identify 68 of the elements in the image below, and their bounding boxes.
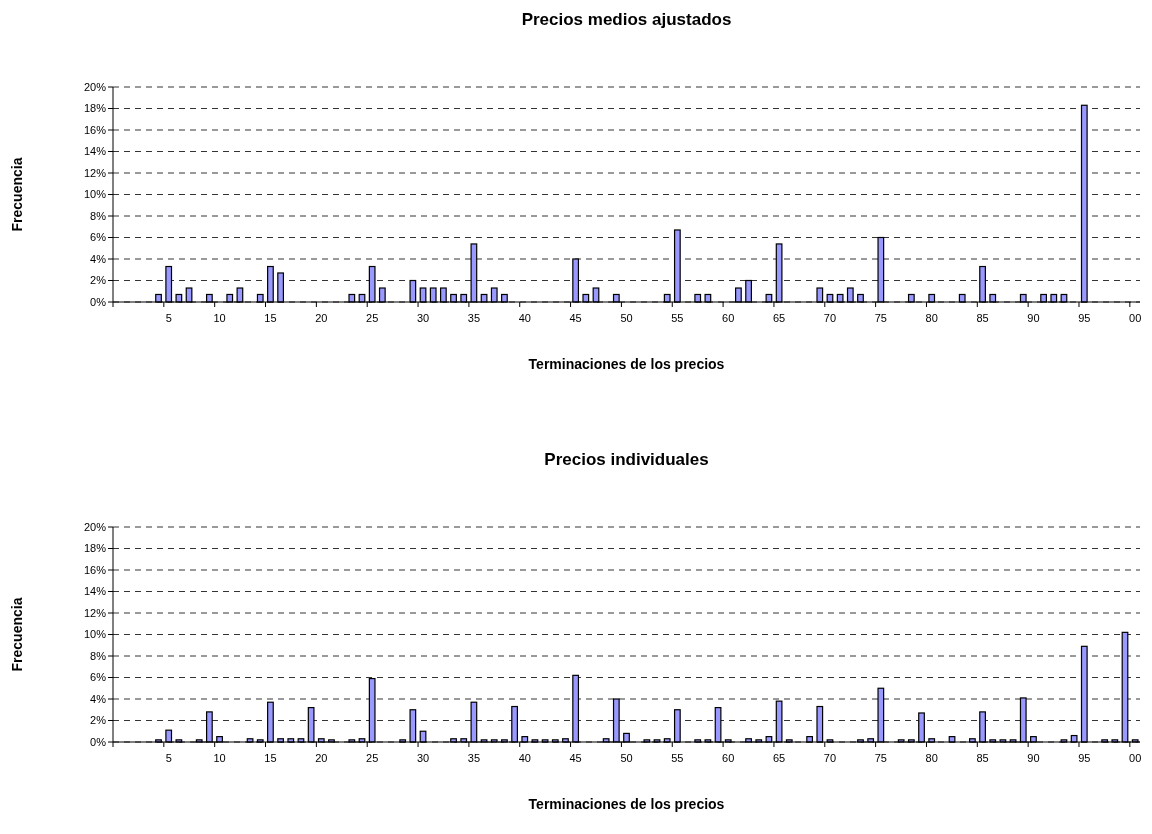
x-tick-label: 35	[467, 312, 481, 324]
y-tick-label: 4%	[90, 252, 107, 265]
x-tick-label: 25	[366, 312, 379, 324]
y-tick-label: 14%	[83, 585, 107, 598]
x-tick-label: 40	[518, 752, 531, 764]
x-tick-label: 85	[976, 312, 989, 324]
x-tick-label: 65	[772, 312, 786, 324]
x-tick-label: 75	[874, 312, 887, 324]
y-tick-label: 10%	[83, 188, 107, 201]
y-tick-label: 20%	[83, 520, 107, 533]
x-tick-label: 40	[518, 312, 531, 324]
x-tick-label: 80	[925, 752, 938, 764]
x-tick-label: 70	[823, 312, 837, 324]
y-tick-label: 12%	[83, 606, 107, 619]
y-tick-label: 18%	[83, 102, 107, 115]
x-tick-label: 70	[823, 752, 837, 764]
y-tick-label: 0%	[90, 735, 107, 748]
y-tick-label: 20%	[83, 80, 107, 93]
x-tick-label: 00	[1129, 312, 1142, 324]
x-tick-label: 65	[772, 752, 786, 764]
x-tick-label: 45	[569, 312, 582, 324]
x-tick-label: 60	[722, 312, 735, 324]
x-tick-label: 30	[416, 752, 430, 764]
x-tick-label: 95	[1078, 312, 1091, 324]
x-tick-label: 10	[213, 752, 226, 764]
y-tick-label: 16%	[83, 563, 107, 576]
x-tick-label: 25	[366, 752, 379, 764]
x-axis-title: Terminaciones de los precios	[528, 356, 725, 372]
x-tick-label: 50	[620, 752, 633, 764]
y-tick-label: 4%	[90, 692, 107, 705]
x-tick-label: 5	[165, 312, 172, 324]
y-tick-label: 14%	[83, 145, 107, 158]
chart-title: Precios individuales	[544, 450, 709, 469]
x-tick-label: 20	[315, 752, 328, 764]
x-tick-label: 50	[620, 312, 633, 324]
y-tick-label: 12%	[83, 166, 107, 179]
x-tick-label: 10	[213, 312, 226, 324]
x-tick-label: 15	[264, 312, 277, 324]
y-tick-label: 8%	[90, 209, 107, 222]
x-tick-label: 90	[1027, 752, 1040, 764]
y-tick-label: 8%	[90, 649, 107, 662]
x-tick-label: 85	[976, 752, 989, 764]
x-tick-label: 60	[722, 752, 735, 764]
x-tick-label: 55	[671, 312, 684, 324]
x-tick-label: 15	[264, 752, 277, 764]
y-tick-label: 6%	[90, 671, 107, 684]
x-tick-label: 80	[925, 312, 938, 324]
x-tick-label: 90	[1027, 312, 1040, 324]
x-tick-label: 20	[315, 312, 328, 324]
y-tick-label: 0%	[90, 295, 107, 308]
chart-title: Precios medios ajustados	[521, 10, 732, 29]
y-tick-label: 2%	[90, 274, 107, 287]
x-tick-label: 30	[416, 312, 430, 324]
y-tick-label: 6%	[90, 231, 107, 244]
x-tick-label: 5	[165, 752, 172, 764]
y-axis-title: Frecuencia	[9, 157, 25, 232]
y-tick-label: 16%	[83, 123, 107, 136]
y-axis-title: Frecuencia	[9, 597, 25, 672]
y-tick-label: 2%	[90, 714, 107, 727]
y-tick-label: 10%	[83, 628, 107, 641]
x-tick-label: 35	[467, 752, 481, 764]
y-tick-label: 18%	[83, 542, 107, 555]
x-tick-label: 45	[569, 752, 582, 764]
x-tick-label: 00	[1129, 752, 1142, 764]
x-tick-label: 55	[671, 752, 684, 764]
x-tick-label: 75	[874, 752, 887, 764]
x-axis-title: Terminaciones de los precios	[528, 796, 725, 812]
x-tick-label: 95	[1078, 752, 1091, 764]
